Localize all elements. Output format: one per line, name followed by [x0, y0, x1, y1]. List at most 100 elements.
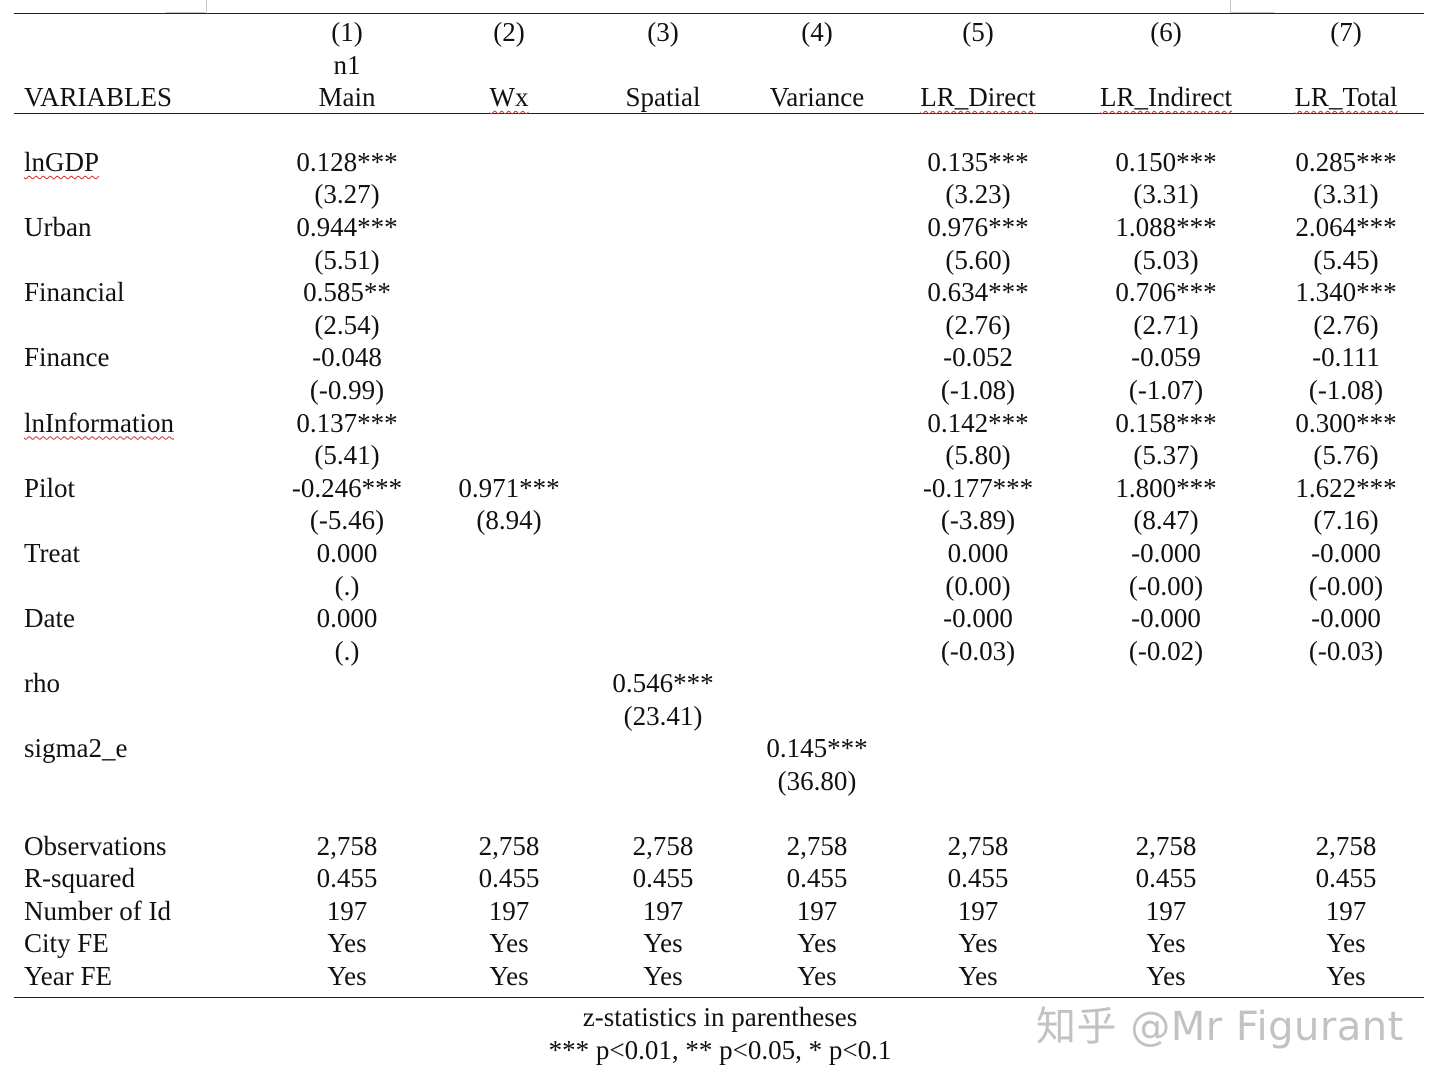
variable-name [14, 570, 209, 603]
regression-table: (1) (2) (3) (4) (5) (6) (7) n1 VARIABLES Main Wx Sp… [14, 16, 1424, 993]
cell-value: (5) [962, 17, 994, 47]
top-edge-tick [1230, 12, 1274, 13]
table-cell [894, 667, 1062, 700]
gap-cell [1062, 667, 1076, 700]
table-cell [586, 602, 740, 635]
table-cell: Yes [1268, 927, 1424, 960]
table-cell: (5.76) [1268, 439, 1424, 472]
gap-cell [1062, 178, 1076, 211]
variable-label: VARIABLES [24, 82, 173, 113]
table-cell: 0.455 [586, 862, 740, 895]
cell-value: (5.80) [945, 440, 1011, 471]
table-cell: 0.000 [894, 537, 1062, 570]
watermark-text: 知乎 @Mr Figurant [1036, 1004, 1404, 1050]
gap-cell [1256, 374, 1268, 407]
gap-cell [209, 211, 266, 244]
table-cell: 2,758 [1076, 830, 1256, 863]
gap-cell [209, 732, 266, 765]
variable-name [14, 16, 209, 49]
table-cell: 0.000 [266, 602, 428, 635]
table-cell [586, 537, 740, 570]
cell-value: (-3.89) [940, 505, 1016, 536]
table-cell [740, 211, 894, 244]
gap-cell [1256, 895, 1268, 928]
table-row-stat: (3.27) (3.23) (3.31) (3.31) [14, 178, 1424, 211]
table-row-stat: (36.80) [14, 765, 1424, 798]
table-cell [432, 602, 586, 635]
gap-cell [1062, 244, 1076, 277]
table-cell [740, 178, 894, 211]
variable-name: sigma2_e [14, 732, 209, 765]
cell-value: Spatial [625, 82, 701, 113]
table-cell [586, 276, 740, 309]
table-cell [266, 700, 428, 733]
gap-cell [1062, 602, 1076, 635]
cell-value: 2,758 [1135, 830, 1197, 861]
gap-cell [1062, 309, 1076, 342]
table-cell: 2,758 [1268, 830, 1424, 863]
gap-cell [209, 504, 266, 537]
cell-value: (-0.03) [1308, 635, 1384, 666]
gap-cell [209, 960, 266, 993]
table-cell: 2.064*** [1268, 211, 1424, 244]
table-cell: Yes [266, 927, 428, 960]
table-cell: Yes [1268, 960, 1424, 993]
table-cell: (8.47) [1076, 504, 1256, 537]
cell-value: (0.00) [945, 570, 1011, 601]
cell-value: 0.455 [632, 863, 694, 894]
gap-cell [209, 635, 266, 668]
top-edge-segment [206, 0, 1231, 12]
table-cell: 2,758 [894, 830, 1062, 863]
table-row-stat: (2.54) (2.76) (2.71) (2.76) [14, 309, 1424, 342]
table-cell [432, 178, 586, 211]
cell-value: (1) [331, 17, 363, 47]
table-cell: (.) [266, 570, 428, 603]
table-cell: (5.80) [894, 439, 1062, 472]
gap-cell [209, 537, 266, 570]
gap-cell [1062, 211, 1076, 244]
table-cell: Yes [432, 960, 586, 993]
table-cell [432, 276, 586, 309]
cell-value: (3.27) [314, 179, 380, 210]
table-cell [586, 309, 740, 342]
table-cell [586, 472, 740, 505]
table-cell: (7) [1268, 16, 1424, 49]
cell-value: Yes [327, 928, 367, 959]
table-cell: Yes [1076, 927, 1256, 960]
table-cell: (5.45) [1268, 244, 1424, 277]
table-cell: Spatial [586, 81, 740, 114]
gap-cell [1256, 765, 1268, 798]
cell-value: -0.000 [1131, 603, 1201, 634]
cell-value: (2.71) [1133, 309, 1199, 340]
cell-value: Yes [797, 961, 837, 992]
table-cell: 197 [266, 895, 428, 928]
cell-value: (2.54) [314, 309, 380, 340]
table-cell [432, 667, 586, 700]
table-cell: (2.76) [1268, 309, 1424, 342]
cell-value: 0.142*** [927, 407, 1029, 438]
table-cell: 0.546*** [586, 667, 740, 700]
variable-name: Urban [14, 211, 209, 244]
table-row: lnGDP 0.128*** 0.135*** 0.150*** 0.285*** [14, 146, 1424, 179]
table-cell [1268, 667, 1424, 700]
gap-cell [209, 927, 266, 960]
cell-value: (3) [647, 17, 679, 47]
table-cell [1076, 667, 1256, 700]
cell-value: 1.088*** [1115, 211, 1217, 242]
gap-cell [209, 765, 266, 798]
table-cell [586, 211, 740, 244]
cell-value: (2.76) [945, 309, 1011, 340]
table-cell [1268, 49, 1424, 82]
table-row: Financial 0.585** 0.634*** 0.706*** 1.340*** [14, 276, 1424, 309]
gap-cell [1256, 439, 1268, 472]
header-row-column-numbers: (1) (2) (3) (4) (5) (6) (7) [14, 16, 1424, 49]
table-cell: 197 [1076, 895, 1256, 928]
table-cell: (-5.46) [266, 504, 428, 537]
table-cell: (3.23) [894, 178, 1062, 211]
table-body: (1) (2) (3) (4) (5) (6) (7) n1 VARIABLES Main Wx Sp… [14, 16, 1424, 993]
table-cell: 2,758 [740, 830, 894, 863]
table-cell: 0.135*** [894, 146, 1062, 179]
cell-value: (36.80) [777, 766, 857, 797]
table-cell: 197 [586, 895, 740, 928]
